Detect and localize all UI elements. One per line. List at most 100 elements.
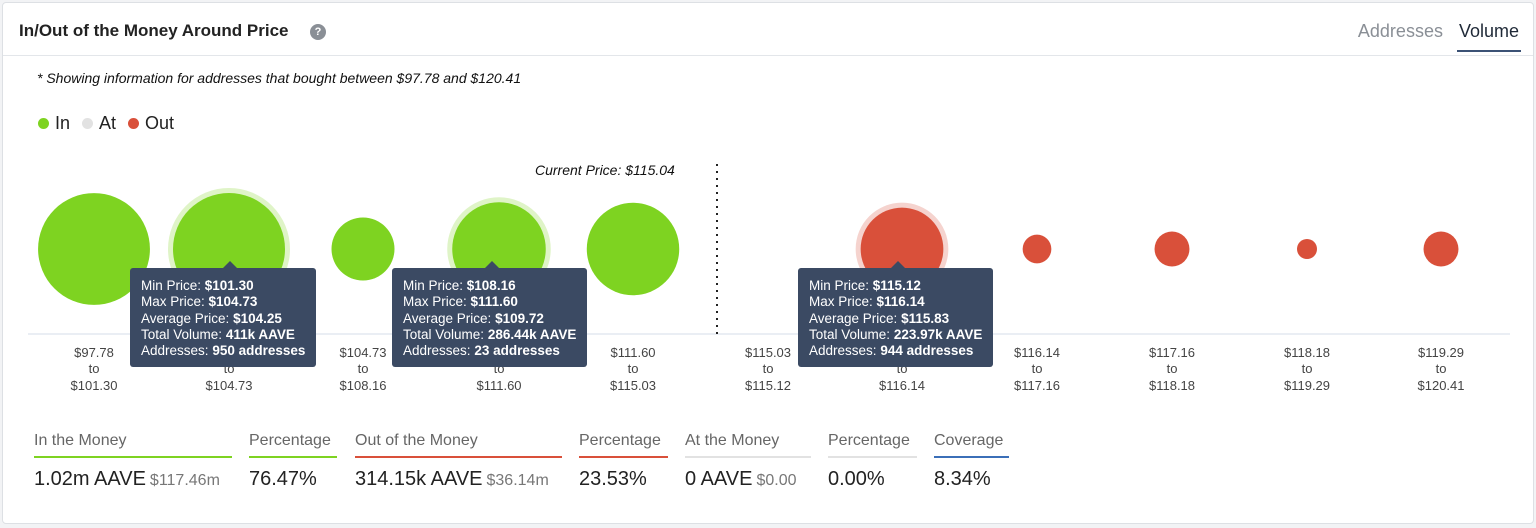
stat-value-at: 0 AAVE bbox=[685, 468, 753, 490]
stat-usd-out: $36.14m bbox=[486, 472, 549, 489]
panel-title: In/Out of the Money Around Price bbox=[19, 21, 289, 40]
tooltip-avg-label: Average Price: bbox=[403, 310, 492, 326]
tooltip-avg-label: Average Price: bbox=[141, 310, 230, 326]
bubble-out-10[interactable] bbox=[1423, 231, 1459, 267]
legend-item-out[interactable]: Out bbox=[128, 113, 174, 134]
range-to-word: to bbox=[1031, 361, 1043, 377]
range-to: $118.18 bbox=[1148, 377, 1196, 393]
legend-label-in: In bbox=[55, 113, 71, 133]
range-to: $111.60 bbox=[476, 377, 522, 393]
legend-dot-in bbox=[38, 118, 49, 129]
stat-usd-in: $117.46m bbox=[149, 472, 220, 489]
range-to: $108.16 bbox=[339, 377, 387, 393]
tooltip-addr-label: Addresses: bbox=[403, 343, 471, 359]
bubble-out-9[interactable] bbox=[1297, 239, 1317, 259]
range-from: $118.18 bbox=[1283, 345, 1331, 360]
legend-dot-out bbox=[128, 118, 140, 129]
stat-value-coverage: 8.34% bbox=[934, 468, 991, 490]
bubble-out-7[interactable] bbox=[1022, 234, 1052, 264]
range-note: * Showing information for addresses that… bbox=[37, 70, 522, 86]
legend-label-out: Out bbox=[145, 113, 175, 133]
stat-usd-at: $0.00 bbox=[756, 472, 797, 489]
stat-at-the-money: At the Money 0 AAVE $0.00 bbox=[685, 432, 811, 491]
stat-value-out-pct: 23.53% bbox=[579, 468, 647, 490]
tooltip-vol-label: Total Volume: bbox=[809, 326, 891, 342]
stat-value-out: 314.15k AAVE bbox=[355, 468, 483, 490]
tooltip-addr-label: Addresses: bbox=[141, 343, 209, 359]
tooltip-addr-value: 944 addresses bbox=[880, 343, 974, 359]
range-from: $104.73 bbox=[339, 345, 387, 360]
tooltip-bin-7: Min Price: $115.12 Max Price: $116.14 Av… bbox=[798, 260, 994, 368]
tooltip-max-label: Max Price: bbox=[809, 294, 873, 310]
range-to: $119.29 bbox=[1283, 377, 1331, 393]
tooltip-avg-label: Average Price: bbox=[809, 310, 898, 326]
range-to-word: to bbox=[1435, 361, 1447, 377]
tooltip-min-label: Min Price: bbox=[403, 278, 464, 293]
range-to-word: to bbox=[896, 361, 908, 377]
range-label-8: $117.16 to $118.18 bbox=[1127, 345, 1217, 394]
tooltip-vol-value: 286.44k AAVE bbox=[487, 326, 577, 342]
stat-label-at: At the Money bbox=[685, 432, 811, 458]
tooltip-addr-label: Addresses: bbox=[809, 343, 877, 359]
range-to: $101.30 bbox=[70, 377, 118, 393]
tooltip-max-label: Max Price: bbox=[141, 294, 205, 310]
tooltip-min-label: Min Price: bbox=[809, 278, 870, 293]
range-label-10: $119.29 to $120.41 bbox=[1396, 345, 1486, 394]
range-to: $117.16 bbox=[1013, 377, 1061, 393]
legend-item-at[interactable]: At bbox=[82, 113, 116, 134]
bubble-in-0[interactable] bbox=[38, 193, 150, 305]
range-label-5: $115.03 to $115.12 bbox=[723, 345, 813, 394]
tooltip-avg-value: $115.83 bbox=[901, 310, 950, 326]
range-to-word: to bbox=[493, 361, 505, 377]
stat-coverage: Coverage 8.34% bbox=[934, 432, 1009, 491]
tab-volume[interactable]: Volume bbox=[1456, 19, 1521, 52]
range-from: $117.16 bbox=[1148, 345, 1196, 360]
tooltip-min-value: $108.16 bbox=[466, 278, 516, 293]
range-to-word: to bbox=[223, 361, 235, 377]
stat-label-out: Out of the Money bbox=[355, 432, 562, 458]
range-from: $97.78 bbox=[74, 345, 114, 360]
question-circle-icon[interactable]: ? bbox=[310, 24, 326, 40]
tooltip-max-label: Max Price: bbox=[403, 294, 467, 310]
range-to: $116.14 bbox=[878, 377, 926, 393]
current-price-label: Current Price: $115.04 bbox=[535, 162, 675, 178]
tooltip-addr-value: 950 addresses bbox=[212, 343, 306, 359]
range-to: $120.41 bbox=[1417, 377, 1465, 393]
range-label-9: $118.18 to $119.29 bbox=[1262, 345, 1352, 394]
range-to-word: to bbox=[1166, 361, 1178, 377]
range-to: $115.12 bbox=[744, 377, 792, 393]
range-from: $116.14 bbox=[1013, 345, 1061, 360]
tooltip-min-value: $101.30 bbox=[204, 278, 254, 293]
stat-out-percentage: Percentage 23.53% bbox=[579, 432, 668, 491]
tooltip-vol-value: 223.97k AAVE bbox=[893, 326, 983, 342]
tooltip-vol-label: Total Volume: bbox=[141, 326, 223, 342]
legend-label-at: At bbox=[99, 113, 117, 133]
tooltip-max-value: $104.73 bbox=[208, 294, 258, 310]
range-label-2: $104.73 to $108.16 bbox=[318, 345, 408, 394]
view-tabs: Addresses Volume bbox=[1356, 19, 1521, 52]
range-label-7: $116.14 to $117.16 bbox=[992, 345, 1082, 394]
stat-label-at-pct: Percentage bbox=[828, 432, 917, 458]
tooltip-max-value: $111.60 bbox=[470, 294, 518, 310]
tooltip-bin-2: Min Price: $101.30 Max Price: $104.73 Av… bbox=[130, 260, 317, 368]
legend-item-in[interactable]: In bbox=[38, 113, 70, 134]
range-from: $111.60 bbox=[610, 345, 656, 360]
stat-value-in-pct: 76.47% bbox=[249, 468, 317, 490]
tab-addresses[interactable]: Addresses bbox=[1357, 21, 1443, 41]
stat-value-in: 1.02m AAVE bbox=[34, 468, 146, 490]
range-from: $115.03 bbox=[744, 345, 792, 360]
tooltip-min-value: $115.12 bbox=[872, 278, 921, 293]
tooltip-avg-value: $104.25 bbox=[233, 310, 282, 326]
legend-dot-at bbox=[82, 118, 94, 129]
tooltip-vol-label: Total Volume: bbox=[403, 326, 485, 342]
stat-label-in: In the Money bbox=[34, 432, 232, 458]
range-to-word: to bbox=[762, 361, 774, 377]
tooltip-max-value: $116.14 bbox=[876, 294, 925, 310]
tooltip-min-label: Min Price: bbox=[141, 278, 202, 293]
tooltip-bin-4: Min Price: $108.16 Max Price: $111.60 Av… bbox=[392, 260, 588, 368]
bubble-in-2[interactable] bbox=[331, 217, 395, 281]
bubble-out-8[interactable] bbox=[1154, 231, 1190, 267]
tooltip-avg-value: $109.72 bbox=[495, 310, 544, 326]
bubble-in-4[interactable] bbox=[586, 202, 680, 296]
range-to-word: to bbox=[1301, 361, 1313, 377]
